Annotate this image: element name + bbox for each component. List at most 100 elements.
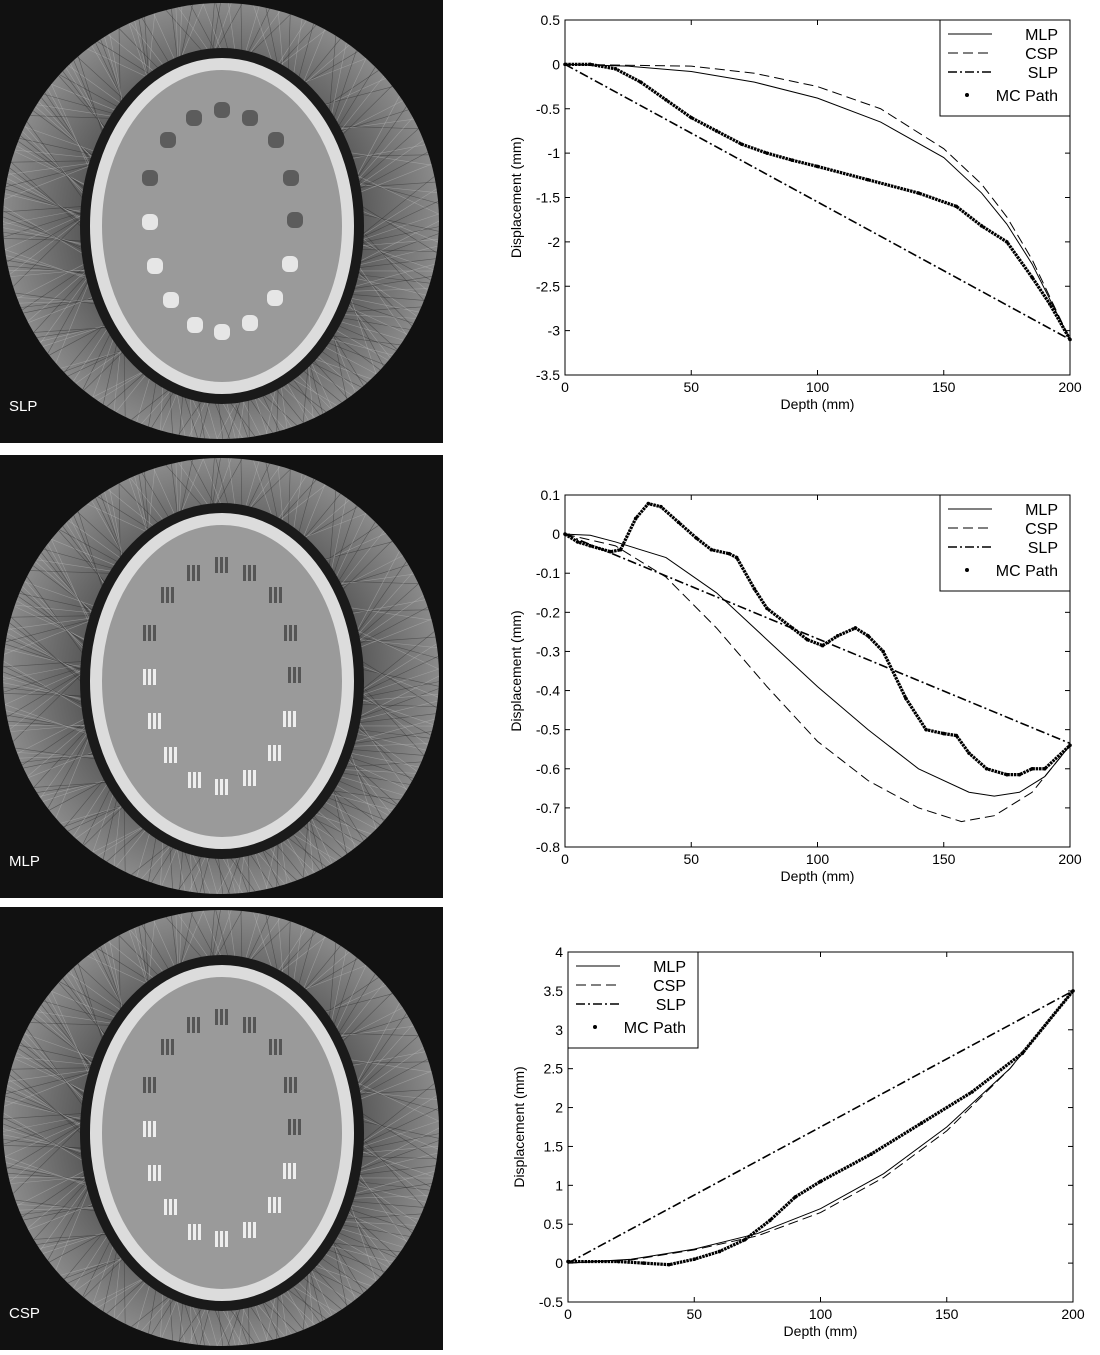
x-tick-label: 150	[932, 379, 956, 395]
series-mc-path-point	[566, 1260, 570, 1264]
series-mc-path-point	[881, 650, 885, 654]
series-mc-path-point	[819, 1180, 823, 1184]
insert-bar	[148, 1121, 151, 1137]
legend-label-slp: SLP	[656, 997, 686, 1014]
insert-bar	[288, 711, 291, 727]
insert-bar	[253, 770, 256, 786]
series-mc-path-point	[619, 548, 623, 552]
insert-bar	[253, 1017, 256, 1033]
insert-bar	[174, 747, 177, 763]
y-tick-label: -1	[548, 145, 561, 161]
y-tick-label: 0.1	[541, 487, 561, 503]
insert-bar	[243, 565, 246, 581]
insert-bar	[289, 1077, 292, 1093]
insert-bar	[198, 1224, 201, 1240]
insert-bar	[293, 1163, 296, 1179]
x-tick-label: 200	[1058, 851, 1082, 867]
series-mc-path-point	[563, 532, 567, 536]
y-tick-label: -3.5	[536, 367, 560, 383]
insert-bar	[269, 587, 272, 603]
series-mc-path-point	[695, 536, 699, 540]
insert-dot	[163, 292, 179, 308]
insert-bar	[294, 1077, 297, 1093]
series-mc-path-point	[955, 205, 959, 209]
x-tick-label: 100	[806, 851, 830, 867]
series-mc-path-point	[677, 521, 681, 525]
insert-bar	[171, 587, 174, 603]
series-mc-path-point	[765, 151, 769, 155]
series-mc-path-point	[609, 550, 613, 554]
insert-bar	[274, 587, 277, 603]
series-mc-path-point	[980, 224, 984, 228]
insert-bar	[273, 745, 276, 761]
ct-reconstruction	[0, 907, 443, 1350]
insert-bar	[243, 1222, 246, 1238]
y-tick-label: -0.1	[536, 565, 560, 581]
y-tick-label: -0.5	[536, 722, 560, 738]
series-mc-path-point	[790, 626, 794, 630]
insert-bar	[166, 1039, 169, 1055]
insert-bar	[192, 1017, 195, 1033]
y-tick-label: 3.5	[544, 983, 564, 999]
image-label: SLP	[9, 398, 37, 415]
insert-bar	[279, 1039, 282, 1055]
insert-bar	[298, 1119, 301, 1135]
series-mc-path-point	[854, 626, 858, 630]
series-mc-path-point	[659, 505, 663, 509]
series-mc-path-point	[866, 178, 870, 182]
series-mc-path-point	[667, 1263, 671, 1267]
insert-bar	[268, 1197, 271, 1213]
series-mc-path-point	[647, 502, 651, 506]
insert-bar	[248, 1222, 251, 1238]
y-axis-label: Displacement (mm)	[508, 610, 524, 731]
y-tick-label: -0.3	[536, 643, 560, 659]
series-mc-path-point	[816, 165, 820, 169]
legend-label-mlp: MLP	[1025, 502, 1058, 519]
y-tick-label: 2	[555, 1100, 563, 1116]
insert-bar	[293, 711, 296, 727]
insert-bar	[148, 1077, 151, 1093]
insert-bar	[164, 1199, 167, 1215]
series-mc-path-point	[869, 1152, 873, 1156]
insert-dot	[268, 132, 284, 148]
series-mc-path-point	[692, 1257, 696, 1261]
legend-label-csp: CSP	[1025, 521, 1058, 538]
insert-dot	[147, 258, 163, 274]
insert-dot	[287, 212, 303, 228]
insert-bar	[225, 1231, 228, 1247]
insert-bar	[197, 565, 200, 581]
insert-dot	[142, 214, 158, 230]
insert-bar	[293, 667, 296, 683]
insert-bar	[248, 565, 251, 581]
image-label: MLP	[9, 853, 40, 870]
insert-bar	[288, 1163, 291, 1179]
insert-bar	[284, 625, 287, 641]
insert-bar	[288, 1119, 291, 1135]
series-mc-path-point	[710, 548, 714, 552]
legend-label-slp: SLP	[1028, 65, 1058, 82]
insert-bar	[294, 625, 297, 641]
y-tick-label: -0.8	[536, 839, 560, 855]
y-tick-label: 1	[555, 1177, 563, 1193]
insert-bar	[153, 1077, 156, 1093]
insert-bar	[143, 669, 146, 685]
legend-label-slp: SLP	[1028, 540, 1058, 557]
y-tick-label: -0.2	[536, 604, 560, 620]
series-mc-path-point	[1068, 338, 1072, 342]
insert-bar	[174, 1199, 177, 1215]
insert-bar	[153, 669, 156, 685]
y-tick-label: -2.5	[536, 278, 560, 294]
insert-bar	[298, 667, 301, 683]
series-mc-path-point	[588, 63, 592, 67]
x-tick-label: 200	[1061, 1306, 1085, 1322]
series-mc-path-point	[904, 697, 908, 701]
legend-label-csp: CSP	[1025, 46, 1058, 63]
ct-image-slp: SLP	[0, 0, 443, 443]
image-label: CSP	[9, 1305, 40, 1322]
series-mc-path-point	[1018, 773, 1022, 777]
series-mc-path-point	[1043, 767, 1047, 771]
